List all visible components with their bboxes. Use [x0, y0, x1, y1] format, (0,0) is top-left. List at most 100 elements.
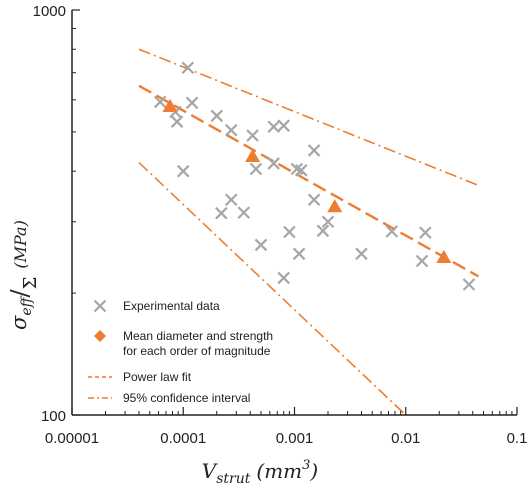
- experimental-point: [185, 96, 199, 110]
- experimental-point-stroke-b: [267, 120, 280, 133]
- experimental-point: [267, 120, 280, 133]
- experimental-point: [419, 226, 432, 239]
- experimental-point: [249, 162, 263, 176]
- experimental-point: [321, 215, 335, 229]
- legend-label: Experimental data: [123, 299, 220, 313]
- experimental-point-stroke-b: [224, 123, 238, 137]
- axes: 0.00001 0.0001 0.001 0.01 0.1 100 1000: [33, 3, 528, 447]
- experimental-point: [224, 123, 238, 137]
- legend-x-icon-stroke-b: [93, 299, 107, 313]
- experimental-point: [307, 193, 321, 207]
- experimental-point: [292, 247, 306, 261]
- experimental-point-stroke-b: [254, 238, 268, 252]
- experimental-point: [355, 247, 368, 261]
- experimental-point-stroke-b: [181, 61, 195, 75]
- experimental-point-stroke-b: [316, 224, 330, 238]
- experimental-point: [153, 95, 167, 109]
- experimental-point-stroke-b: [237, 206, 251, 219]
- experimental-point-stroke-b: [224, 193, 238, 207]
- experimental-point: [246, 129, 259, 142]
- experimental-point: [210, 109, 224, 123]
- confidence-upper-line: [138, 48, 479, 187]
- x-tick-label: 0.1: [507, 430, 528, 447]
- experimental-point-stroke-b: [307, 193, 321, 207]
- experimental-point-stroke-b: [277, 271, 290, 285]
- experimental-point: [385, 225, 399, 238]
- legend-item: Experimental data: [93, 299, 220, 313]
- legend-label: for each order of magnitude: [123, 344, 271, 358]
- experimental-point: [170, 115, 184, 128]
- experimental-point: [277, 271, 290, 285]
- experimental-point: [294, 164, 308, 177]
- legend-label: Mean diameter and strength: [123, 329, 273, 343]
- experimental-point-stroke-b: [385, 225, 399, 238]
- legend-item: 95% confidence interval: [88, 391, 250, 405]
- legend-label: 95% confidence interval: [123, 391, 250, 405]
- experimental-point-stroke-b: [246, 129, 259, 142]
- experimental-point: [237, 206, 251, 219]
- x-title-unit: (mm: [256, 459, 302, 483]
- y-title-slash: /: [6, 288, 34, 297]
- mean-strength-point: [436, 249, 452, 264]
- experimental-point-stroke-b: [185, 96, 199, 110]
- y-tick-label: 1000: [33, 3, 66, 20]
- experimental-point: [307, 144, 321, 157]
- experimental-point: [267, 157, 280, 170]
- x-title-close: ): [309, 459, 318, 483]
- y-title-sub: eff: [19, 295, 35, 315]
- plot-area: [138, 48, 480, 416]
- experimental-point: [176, 164, 190, 178]
- experimental-point-stroke-b: [292, 247, 306, 261]
- experimental-point-stroke-b: [153, 95, 167, 109]
- x-tick-label: 0.0001: [160, 430, 206, 447]
- experimental-point-stroke-b: [290, 162, 304, 176]
- x-title-sup: 3: [302, 458, 310, 473]
- experimental-point-stroke-b: [210, 109, 224, 123]
- experimental-point-stroke-b: [249, 162, 263, 176]
- axis-titles: Vstrut (mm3) σeff/Σ (MPa): [6, 220, 318, 487]
- experimental-point: [181, 61, 195, 75]
- y-tick-label: 100: [41, 408, 66, 425]
- y-title-den: Σ: [20, 277, 41, 290]
- legend-item: Power law fit: [88, 370, 192, 384]
- power-law-fit-line: [138, 84, 480, 278]
- experimental-point-stroke-b: [294, 164, 308, 177]
- experimental-point-stroke-b: [462, 278, 476, 291]
- x-title-main: V: [202, 459, 219, 483]
- experimental-point: [215, 206, 228, 220]
- experimental-point: [316, 224, 330, 238]
- experimental-point: [290, 162, 304, 176]
- experimental-point-stroke-b: [277, 119, 290, 132]
- experimental-point-stroke-b: [176, 164, 190, 178]
- x-title-sub: strut: [216, 471, 251, 487]
- experimental-point: [277, 119, 290, 132]
- experimental-point-stroke-b: [321, 215, 335, 229]
- experimental-point-stroke-b: [415, 254, 429, 268]
- experimental-point-stroke-b: [215, 206, 228, 220]
- y-title-text: σeff/Σ (MPa): [6, 220, 41, 330]
- x-tick-label: 0.00001: [45, 430, 99, 447]
- experimental-point: [254, 238, 268, 252]
- y-title-main: σ: [7, 315, 31, 330]
- legend-diamond-icon: [94, 330, 106, 342]
- mean-strength-point: [162, 98, 178, 113]
- legend-label: Power law fit: [123, 370, 192, 384]
- experimental-point-stroke-b: [283, 225, 296, 239]
- x-tick-label: 0.001: [276, 430, 314, 447]
- x-tick-label: 0.01: [391, 430, 420, 447]
- experimental-point-stroke-b: [170, 115, 184, 128]
- experimental-point-stroke-b: [355, 247, 368, 261]
- confidence-lower-line: [138, 162, 407, 416]
- y-axis-title: σeff/Σ (MPa): [6, 220, 41, 330]
- x-axis-title: Vstrut (mm3): [202, 458, 318, 487]
- experimental-point-stroke-b: [267, 157, 280, 170]
- experimental-point: [224, 193, 238, 207]
- experimental-point-stroke-b: [307, 144, 321, 157]
- legend-x-icon: [93, 299, 107, 313]
- y-title-unit: (MPa): [11, 220, 30, 268]
- mean-strength-point: [327, 199, 343, 213]
- experimental-point: [283, 225, 296, 239]
